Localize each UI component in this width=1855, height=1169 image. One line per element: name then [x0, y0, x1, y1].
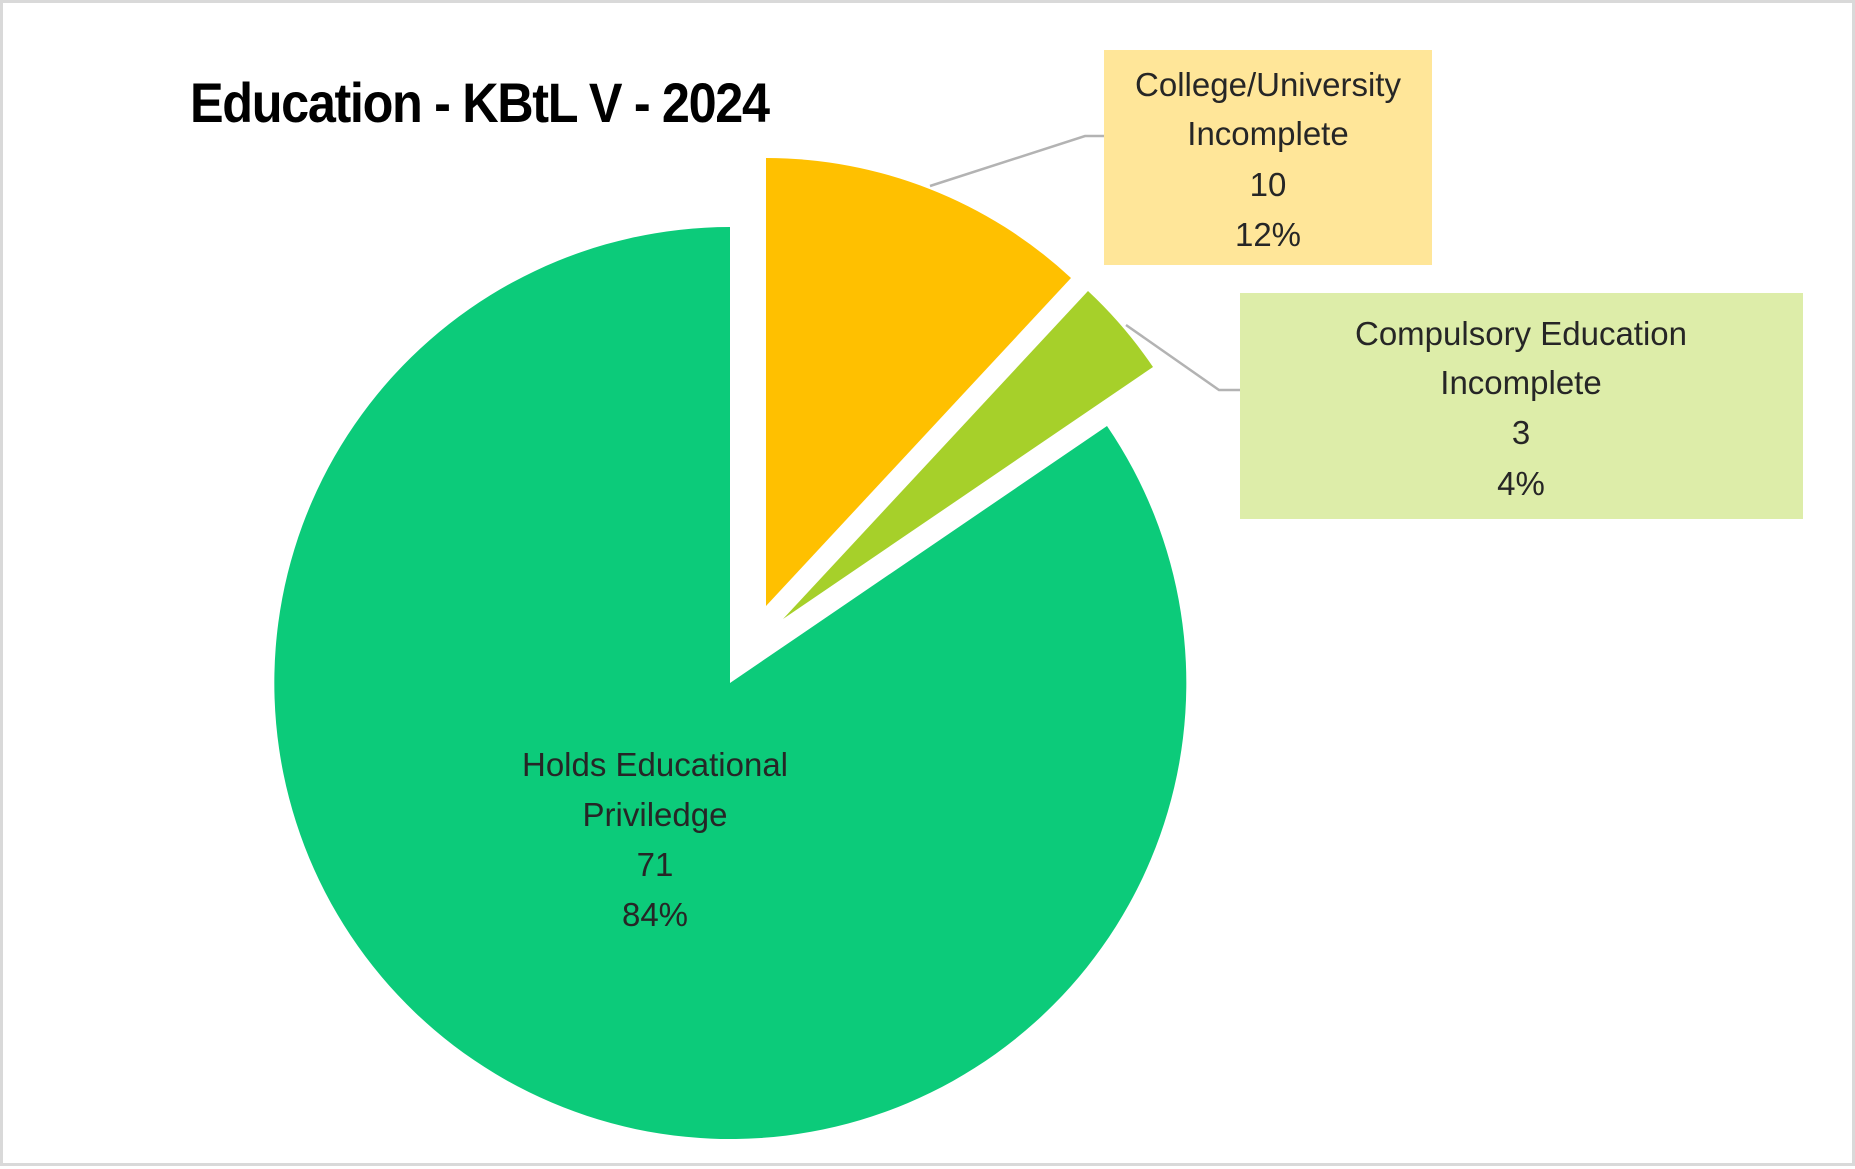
label-value: 71: [637, 846, 674, 883]
data-label-box: [1240, 293, 1803, 519]
label-percent: 4%: [1497, 465, 1545, 502]
leader-line-compulsory: [1125, 323, 1240, 392]
pie-slice-compulsory-education-incomplete[interactable]: [783, 291, 1153, 619]
leader-line-college: [929, 134, 1104, 188]
pie-slice-holds-educational-priviledge[interactable]: [274, 227, 1187, 1139]
label-category-line1: Holds Educational: [522, 746, 788, 783]
data-label-holds-educational-priviledge: Holds Educational Priviledge 71 84%: [522, 746, 788, 933]
pie-plot: College/University Incomplete 10 12% Com…: [274, 50, 1803, 1139]
pie-slice-college-university-incomplete[interactable]: [766, 158, 1071, 606]
label-percent: 84%: [622, 896, 688, 933]
label-category-line1: Compulsory Education: [1355, 315, 1687, 352]
label-percent: 12%: [1235, 216, 1301, 253]
data-label-college-university: College/University Incomplete 10 12%: [1104, 50, 1432, 265]
label-category-line2: Incomplete: [1440, 364, 1601, 401]
label-value: 10: [1250, 166, 1287, 203]
label-value: 3: [1512, 414, 1530, 451]
label-category-line1: College/University: [1135, 66, 1401, 103]
label-category-line2: Incomplete: [1187, 115, 1348, 152]
chart-title: Education - KBtL V - 2024: [190, 71, 770, 134]
data-label-box: [1104, 50, 1432, 265]
data-label-compulsory-education: Compulsory Education Incomplete 3 4%: [1240, 293, 1803, 519]
label-category-line2: Priviledge: [583, 796, 728, 833]
